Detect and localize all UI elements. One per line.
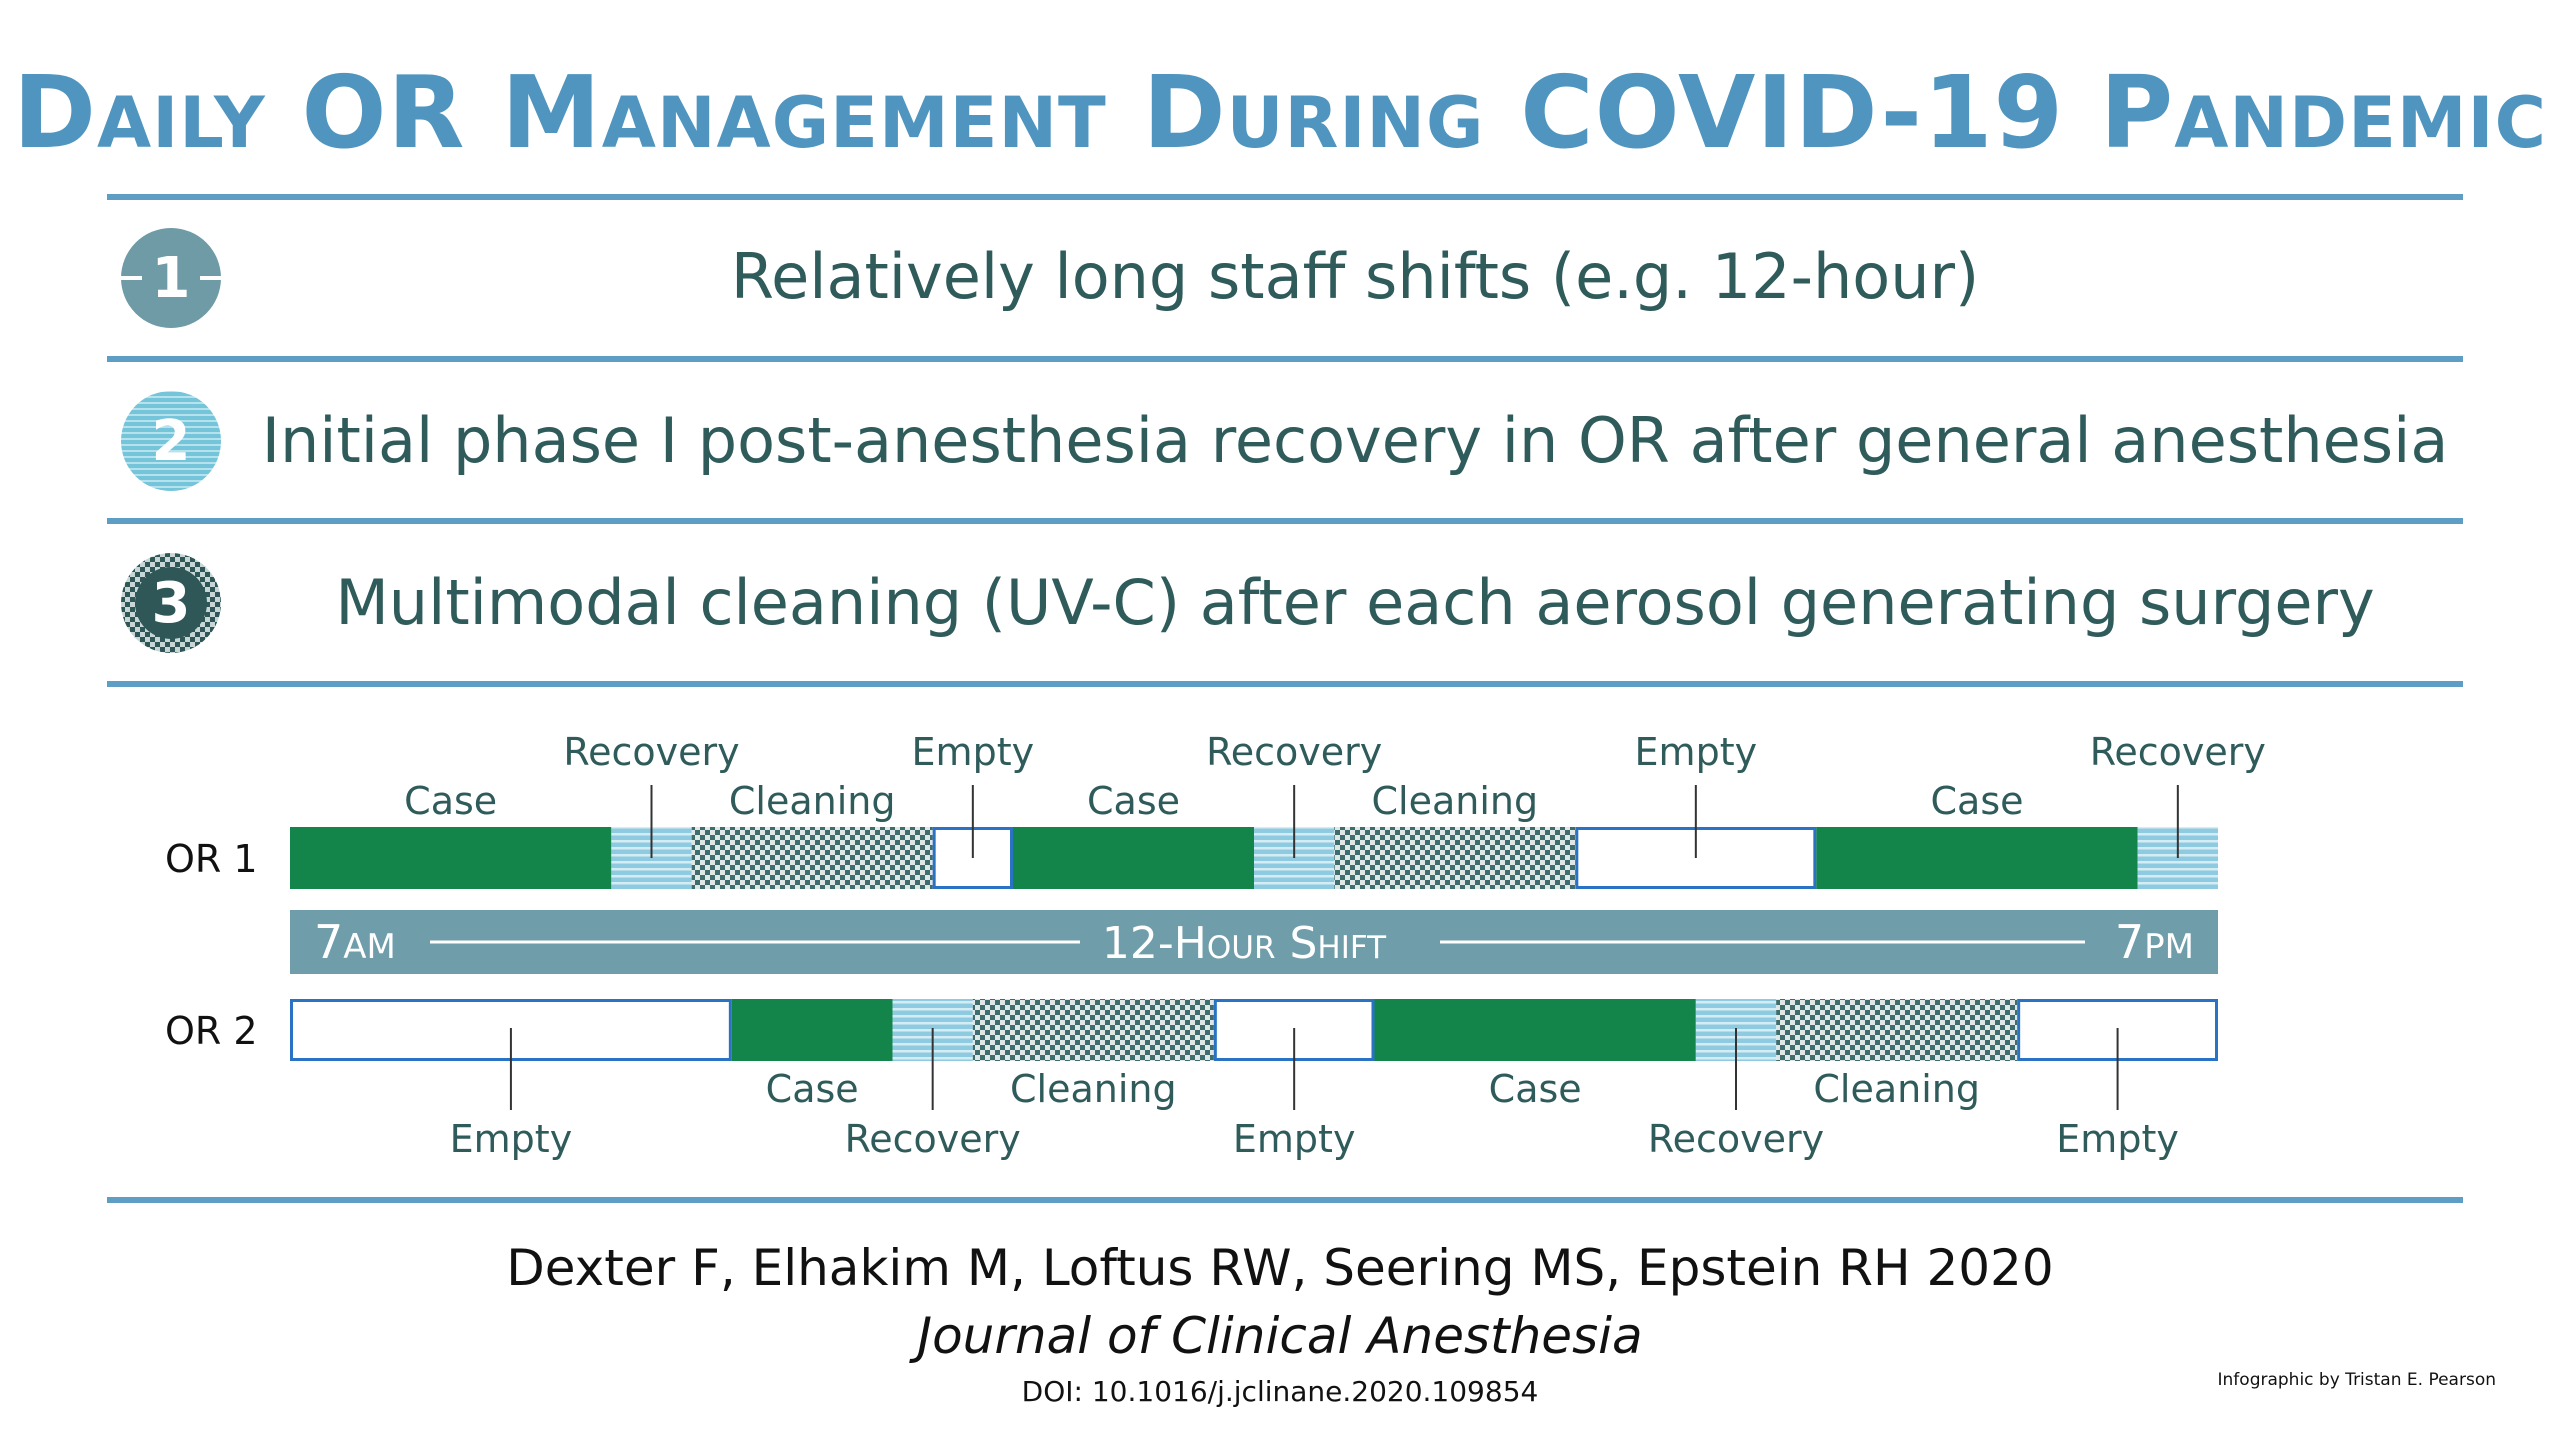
number-badge-1: 1 [120,228,222,328]
item-2-text: Initial phase I post-anesthesia recovery… [261,404,2449,477]
citation-journal: Journal of Clinical Anesthesia [917,1307,1643,1365]
infographic-credit: Infographic by Tristan E. Pearson [2217,1370,2496,1390]
divider [107,518,2463,524]
badge-number-1: 1 [152,246,191,311]
row-label: OR 2 [165,1009,258,1053]
row-label: OR 1 [165,837,258,881]
badge-number-2: 2 [152,409,191,474]
divider [107,681,2463,687]
divider [107,1197,2463,1203]
segment-case [1374,999,1696,1061]
segment-label: Cleaning [729,779,896,823]
segment-label: Cleaning [1372,779,1539,823]
segment-label: Recovery [2090,730,2266,774]
segment-label: Recovery [845,1117,1021,1161]
segment-case [731,999,893,1061]
segment-label: Empty [450,1117,573,1161]
segment-label: Case [404,779,497,823]
number-badge-2: 2 [121,391,221,491]
divider [107,356,2463,362]
segment-case [290,827,612,889]
segment-cleaning [1776,999,2018,1061]
item-3-text: Multimodal cleaning (UV-C) after each ae… [335,566,2375,639]
citation-authors: Dexter F, Elhakim M, Loftus RW, Seering … [506,1239,2054,1297]
number-badge-3: 3 [121,553,221,653]
segment-label: Empty [912,730,1035,774]
segment-label: Case [1489,1067,1582,1111]
badge-number-3: 3 [152,571,191,636]
item-1-text: Relatively long staff shifts (e.g. 12-ho… [730,240,1980,313]
segment-label: Cleaning [1813,1067,1980,1111]
segment-label: Cleaning [1010,1067,1177,1111]
segment-case [1816,827,2138,889]
shift-end-label: 7PM [2115,915,2194,969]
divider [107,194,2463,200]
shift-label: 12-Hour Shift [1102,918,1387,969]
segment-label: Empty [1635,730,1758,774]
segment-label: Empty [2056,1117,2179,1161]
segment-label: Recovery [1648,1117,1824,1161]
segment-cleaning [691,827,933,889]
segment-cleaning [972,999,1214,1061]
segment-label: Case [1931,779,2024,823]
segment-label: Recovery [563,730,739,774]
segment-label: Case [1087,779,1180,823]
segment-label: Recovery [1206,730,1382,774]
page-title: Daily OR Management During COVID-19 Pand… [13,54,2547,171]
segment-case [1013,827,1254,889]
segment-cleaning [1334,827,1576,889]
citation-doi: DOI: 10.1016/j.jclinane.2020.109854 [1021,1375,1539,1408]
segment-label: Case [766,1067,859,1111]
segment-label: Empty [1233,1117,1356,1161]
shift-start-label: 7AM [314,915,396,969]
